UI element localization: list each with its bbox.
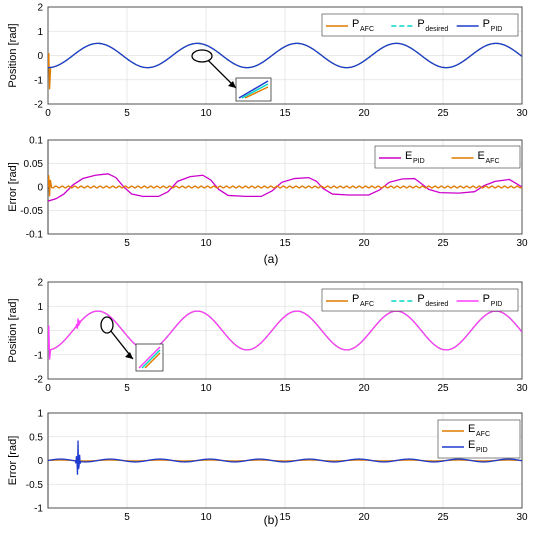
x-tick-label: 30	[516, 383, 528, 394]
x-tick-label: 30	[516, 512, 528, 523]
x-tick-label: 15	[279, 108, 291, 119]
legend-label-sub: desired	[425, 26, 448, 33]
legend-label: E	[468, 439, 475, 451]
y-tick-label: -0.1	[26, 230, 44, 241]
caption-a: (a)	[264, 252, 279, 266]
legend-label-sub: PID	[413, 158, 425, 165]
zoom-inset	[100, 316, 164, 372]
legend-label: P	[352, 293, 359, 305]
series-line-pid_a	[48, 42, 522, 69]
x-tick-label: 0	[45, 383, 51, 394]
x-tick-label: 10	[200, 108, 212, 119]
legend-label: P	[483, 293, 490, 305]
y-tick-label: -0.5	[26, 480, 44, 491]
y-tick-label: 0	[37, 456, 43, 467]
series-line-pid_b	[48, 310, 522, 360]
x-tick-label: 20	[358, 108, 370, 119]
legend-label-sub: PID	[476, 447, 488, 454]
x-tick-label: 15	[279, 238, 291, 249]
legend-label-sub: AFC	[360, 26, 374, 33]
x-tick-label: 10	[200, 512, 212, 523]
legend-label: P	[483, 18, 490, 30]
legend-label-sub: PID	[491, 26, 503, 33]
y-tick-label: 0	[37, 183, 43, 194]
x-tick-label: 30	[516, 238, 528, 249]
y-axis-label: Error [rad]	[7, 162, 19, 212]
y-tick-label: 1	[37, 409, 43, 420]
legend-label-sub: PID	[491, 301, 503, 308]
caption-b: (b)	[264, 513, 279, 527]
y-tick-label: -0.05	[20, 206, 43, 217]
y-tick-label: 0.1	[29, 136, 43, 147]
legend-label-sub: desired	[425, 301, 448, 308]
series-line-err_pid_b	[48, 440, 522, 475]
legend-label: P	[417, 293, 424, 305]
x-tick-label: 30	[516, 108, 528, 119]
legend-label-sub: AFC	[360, 301, 374, 308]
y-axis-label: Error [rad]	[7, 436, 19, 486]
y-tick-label: 0.5	[29, 432, 43, 443]
y-tick-label: 1	[37, 302, 43, 313]
legend: E PID E AFC	[374, 145, 521, 169]
x-tick-label: 25	[437, 512, 449, 523]
x-tick-label: 5	[124, 383, 130, 394]
x-tick-label: 25	[437, 238, 449, 249]
x-tick-label: 15	[279, 512, 291, 523]
y-tick-label: -2	[34, 375, 43, 386]
legend-label-sub: AFC	[476, 431, 490, 438]
x-tick-label: 5	[124, 108, 130, 119]
x-tick-label: 25	[437, 108, 449, 119]
legend-label: P	[417, 18, 424, 30]
y-tick-label: 1	[37, 27, 43, 38]
x-tick-label: 20	[358, 512, 370, 523]
x-tick-label: 5	[124, 512, 130, 523]
x-tick-label: 20	[358, 238, 370, 249]
x-tick-label: 10	[200, 383, 212, 394]
y-axis-label: Position [rad]	[7, 298, 19, 362]
zoom-inset	[191, 49, 272, 102]
legend-label: E	[405, 150, 412, 162]
y-tick-label: 0	[37, 51, 43, 62]
legend-label: E	[468, 423, 475, 435]
y-tick-label: -1	[34, 504, 43, 515]
legend-label: E	[478, 150, 485, 162]
x-tick-label: 25	[437, 383, 449, 394]
x-tick-label: 20	[358, 383, 370, 394]
series-line-afc	[48, 175, 522, 197]
x-tick-label: 15	[279, 383, 291, 394]
chart-a-error: 5 10 15 20 25 30 -0.1 -0.05 0 0.05 0.1 Error [rad] E…	[7, 136, 528, 250]
y-tick-label: -1	[34, 350, 43, 361]
legend-label-sub: AFC	[486, 158, 500, 165]
y-tick-label: -1	[34, 75, 43, 86]
x-tick-label: 5	[124, 238, 130, 249]
x-tick-label: 0	[45, 108, 51, 119]
x-tick-label: 10	[200, 238, 212, 249]
y-tick-label: 2	[37, 3, 43, 14]
y-tick-label: 0	[37, 326, 43, 337]
y-tick-label: -2	[34, 100, 43, 111]
y-tick-label: 2	[37, 278, 43, 289]
y-tick-label: 0.05	[24, 159, 44, 170]
legend-label: P	[352, 18, 359, 30]
y-axis-label: Position [rad]	[7, 23, 19, 87]
